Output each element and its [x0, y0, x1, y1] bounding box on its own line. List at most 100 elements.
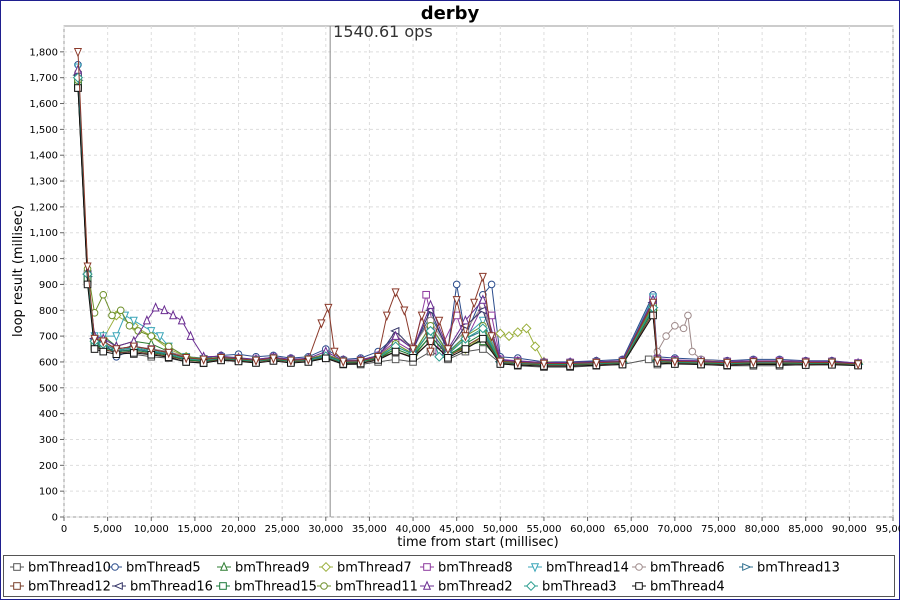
- x-tick-label: 90,000: [832, 524, 867, 535]
- y-tick-label: 1,800: [29, 47, 58, 58]
- data-point: [566, 359, 575, 370]
- data-point: [426, 347, 435, 358]
- y-tick-label: 300: [39, 435, 58, 446]
- data-point: [112, 345, 121, 355]
- legend-marker: [320, 561, 332, 573]
- annotation-marker: 1540.61 ops: [329, 22, 433, 517]
- data-point: [330, 347, 339, 358]
- legend-marker: [525, 580, 537, 592]
- data-point: [234, 355, 243, 365]
- legend-marker: [635, 563, 643, 571]
- y-tick-label: 1,200: [29, 202, 58, 213]
- annotation-label: 1540.61 ops: [333, 22, 433, 41]
- data-point: [108, 311, 116, 320]
- data-point: [83, 280, 92, 289]
- x-tick-label: 15,000: [177, 524, 212, 535]
- data-point: [155, 332, 165, 342]
- data-point: [513, 358, 522, 369]
- y-tick-label: 1,400: [29, 151, 58, 162]
- data-point: [251, 356, 261, 366]
- data-point: [749, 358, 758, 368]
- x-tick-label: 30,000: [308, 524, 343, 535]
- data-point: [478, 294, 487, 304]
- series-layer: [72, 48, 864, 371]
- data-point: [151, 302, 160, 312]
- legend-marker: [530, 563, 540, 573]
- data-point: [147, 327, 156, 337]
- data-point: [854, 360, 863, 370]
- legend-item-bmThread9: bmThread9: [217, 561, 310, 576]
- x-tick-label: 95,000: [876, 524, 900, 535]
- legend-label: bmThread15: [234, 580, 317, 595]
- legend-item-bmThread11: bmThread11: [317, 580, 418, 595]
- series-bmThread1: [73, 48, 863, 370]
- data-point: [317, 319, 326, 329]
- legend-label: bmThread2: [438, 580, 513, 595]
- legend-marker: [422, 580, 432, 590]
- data-point: [723, 358, 732, 369]
- data-point: [160, 304, 169, 315]
- legend-label: bmThread9: [235, 561, 310, 576]
- data-point: [478, 316, 487, 327]
- data-point: [801, 358, 810, 369]
- data-point: [422, 290, 430, 299]
- legend-label: bmThread3: [542, 580, 617, 595]
- data-point: [74, 84, 82, 92]
- data-point: [649, 311, 657, 320]
- y-tick-label: 1,000: [29, 254, 58, 265]
- data-point: [479, 345, 487, 353]
- data-point: [99, 337, 108, 347]
- y-axis-label: loop result (millisec): [11, 205, 26, 337]
- data-point: [592, 358, 601, 369]
- data-point: [182, 354, 191, 364]
- data-point: [129, 342, 138, 352]
- data-point: [684, 311, 692, 320]
- data-point: [408, 345, 418, 355]
- data-point: [391, 355, 400, 364]
- x-tick-label: 55,000: [526, 524, 561, 535]
- legend-item-bmThread5: bmThread5: [108, 561, 201, 576]
- data-point: [304, 355, 313, 365]
- data-point: [662, 332, 670, 340]
- legend-item-bmThread12: bmThread12: [10, 580, 111, 595]
- data-point: [382, 311, 391, 321]
- legend-marker: [219, 561, 229, 571]
- legend-item-bmThread14: bmThread14: [528, 561, 629, 576]
- data-point: [169, 309, 178, 320]
- data-point: [90, 345, 99, 353]
- legend-item-bmThread10: bmThread10: [10, 561, 111, 576]
- y-tick-label: 200: [39, 461, 58, 472]
- legend-label: bmThread11: [335, 580, 418, 595]
- y-tick-label: 1,300: [29, 177, 58, 188]
- legend-marker: [113, 581, 123, 591]
- chart-title: derby: [421, 3, 480, 24]
- data-point: [435, 316, 444, 327]
- data-point: [670, 357, 679, 367]
- data-point: [530, 341, 541, 352]
- legend-svg: bmThread10 bmThread5 bmThread9 bmThread7 bmT…: [10, 561, 840, 595]
- data-point: [147, 332, 156, 340]
- axes: 0 5,000 10,000 15,000 20,000 25,000 30,000 35,0…: [29, 47, 900, 535]
- data-point: [391, 347, 400, 356]
- data-point: [443, 345, 453, 355]
- data-point: [129, 316, 138, 327]
- data-point: [391, 288, 400, 298]
- x-tick-label: 25,000: [265, 524, 300, 535]
- data-point: [653, 356, 662, 366]
- data-point: [269, 354, 278, 364]
- legend-label: bmThread4: [650, 580, 725, 595]
- legend-label: bmThread5: [126, 561, 201, 576]
- data-point: [444, 354, 452, 362]
- legend-label: bmThread10: [28, 561, 111, 576]
- data-point: [696, 358, 706, 368]
- plot-area: [63, 25, 894, 518]
- data-point: [426, 299, 435, 309]
- data-point: [116, 306, 125, 315]
- x-tick-label: 85,000: [788, 524, 823, 535]
- data-point: [199, 355, 208, 365]
- data-point: [72, 72, 83, 83]
- data-point: [73, 48, 83, 58]
- legend-label: bmThread16: [130, 580, 213, 595]
- data-point: [648, 298, 658, 309]
